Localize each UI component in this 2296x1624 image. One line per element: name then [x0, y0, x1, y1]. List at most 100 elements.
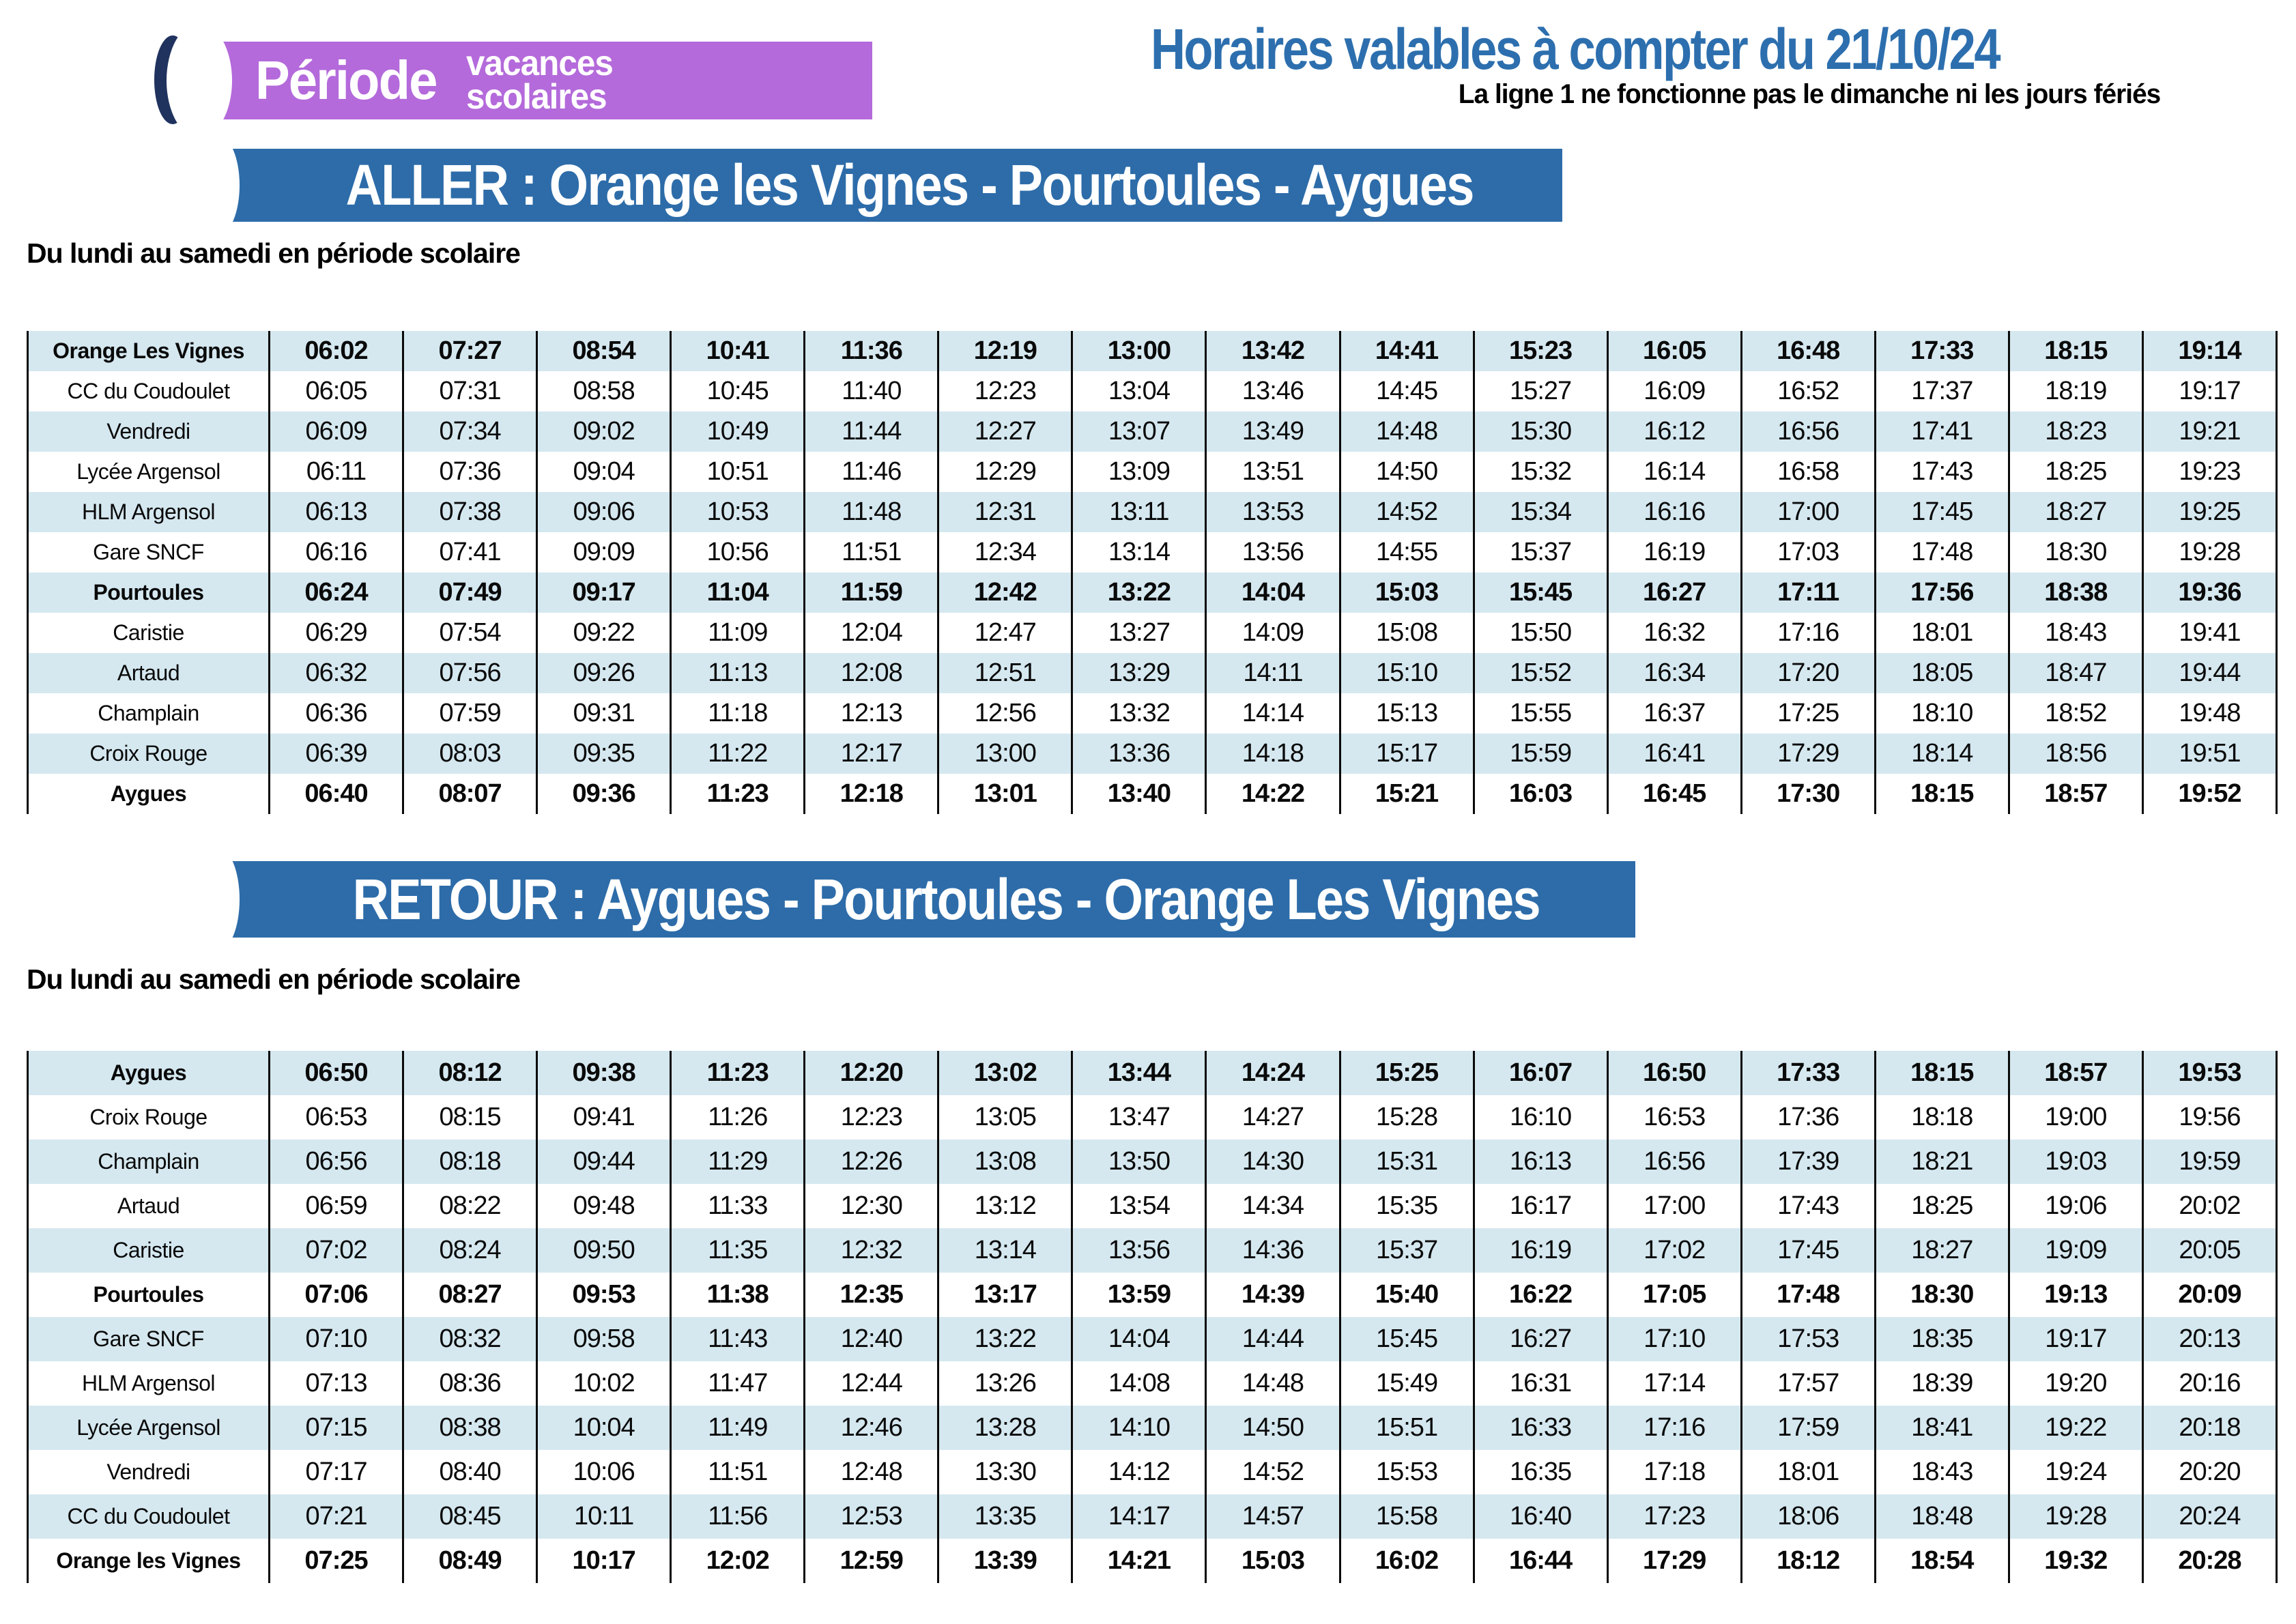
time-cell: 07:17: [268, 1450, 403, 1494]
time-cell: 13:08: [937, 1140, 1072, 1184]
time-cell: 14:45: [1338, 371, 1474, 411]
time-cell: 16:22: [1472, 1273, 1608, 1317]
time-cell: 18:38: [2007, 572, 2143, 613]
time-cell: 14:04: [1205, 572, 1340, 613]
time-cell: 11:22: [670, 734, 805, 774]
time-cell: 19:41: [2141, 613, 2278, 653]
time-cell: 14:17: [1071, 1494, 1206, 1539]
time-cell: 18:39: [1874, 1361, 2009, 1406]
time-cell: 07:15: [268, 1406, 403, 1450]
time-cell: 18:15: [2007, 331, 2143, 371]
time-cell: 18:23: [2007, 411, 2143, 452]
time-cell: 13:54: [1071, 1184, 1206, 1228]
time-cell: 09:26: [536, 653, 671, 693]
time-cell: 19:06: [2007, 1184, 2143, 1228]
time-cell: 11:49: [670, 1406, 805, 1450]
stop-name: HLM Argensol: [27, 1361, 270, 1406]
time-cell: 06:24: [268, 572, 403, 613]
time-cell: 16:35: [1472, 1450, 1608, 1494]
time-cell: 14:08: [1071, 1361, 1206, 1406]
time-cell: 19:03: [2007, 1140, 2143, 1184]
table-row: CC du Coudoulet 06:05 07:31 08:58 10:45 11:40…: [27, 371, 2278, 411]
time-cell: 12:31: [937, 492, 1072, 532]
time-cell: 17:45: [1740, 1228, 1876, 1273]
time-cell: 09:38: [536, 1051, 671, 1095]
table-row: Vendredi 06:09 07:34 09:02 10:49 11:44 12:27 13…: [27, 411, 2278, 452]
time-cell: 14:04: [1071, 1317, 1206, 1361]
time-cell: 18:43: [2007, 613, 2143, 653]
time-cell: 17:29: [1606, 1539, 1742, 1583]
time-cell: 13:49: [1205, 411, 1340, 452]
time-cell: 11:04: [670, 572, 805, 613]
time-cell: 17:45: [1874, 492, 2009, 532]
time-cell: 09:44: [536, 1140, 671, 1184]
time-cell: 16:52: [1740, 371, 1876, 411]
time-cell: 11:40: [803, 371, 938, 411]
stop-name: Aygues: [27, 774, 270, 814]
time-cell: 06:39: [268, 734, 403, 774]
retour-banner-notch-decoration: [196, 847, 240, 951]
time-cell: 15:37: [1472, 532, 1608, 572]
time-cell: 16:16: [1606, 492, 1742, 532]
time-cell: 11:47: [670, 1361, 805, 1406]
table-row: HLM Argensol 06:13 07:38 09:06 10:53 11:48 12:…: [27, 492, 2278, 532]
time-cell: 12:30: [803, 1184, 938, 1228]
stop-name: Croix Rouge: [27, 1095, 270, 1140]
time-cell: 08:15: [402, 1095, 537, 1140]
time-cell: 18:52: [2007, 693, 2143, 734]
time-cell: 19:13: [2007, 1273, 2143, 1317]
stop-name: Pourtoules: [27, 1273, 270, 1317]
time-cell: 15:23: [1472, 331, 1608, 371]
time-cell: 12:35: [803, 1273, 938, 1317]
time-cell: 14:39: [1205, 1273, 1340, 1317]
time-cell: 16:34: [1606, 653, 1742, 693]
stop-name: Artaud: [27, 1184, 270, 1228]
time-cell: 20:28: [2141, 1539, 2278, 1583]
time-cell: 16:45: [1606, 774, 1742, 814]
time-cell: 11:51: [803, 532, 938, 572]
time-cell: 16:56: [1606, 1140, 1742, 1184]
time-cell: 09:04: [536, 452, 671, 492]
time-cell: 13:11: [1071, 492, 1206, 532]
time-cell: 11:44: [803, 411, 938, 452]
time-cell: 08:36: [402, 1361, 537, 1406]
time-cell: 17:25: [1740, 693, 1876, 734]
time-cell: 08:07: [402, 774, 537, 814]
time-cell: 11:59: [803, 572, 938, 613]
time-cell: 13:42: [1205, 331, 1340, 371]
time-cell: 18:30: [2007, 532, 2143, 572]
time-cell: 15:45: [1472, 572, 1608, 613]
time-cell: 14:12: [1071, 1450, 1206, 1494]
time-cell: 09:02: [536, 411, 671, 452]
time-cell: 06:40: [268, 774, 403, 814]
time-cell: 18:41: [1874, 1406, 2009, 1450]
time-cell: 14:30: [1205, 1140, 1340, 1184]
time-cell: 15:40: [1338, 1273, 1474, 1317]
stop-name: Gare SNCF: [27, 532, 270, 572]
time-cell: 08:24: [402, 1228, 537, 1273]
time-cell: 13:59: [1071, 1273, 1206, 1317]
time-cell: 07:13: [268, 1361, 403, 1406]
time-cell: 10:41: [670, 331, 805, 371]
time-cell: 18:56: [2007, 734, 2143, 774]
time-cell: 13:22: [1071, 572, 1206, 613]
time-cell: 15:21: [1338, 774, 1474, 814]
time-cell: 19:23: [2141, 452, 2278, 492]
time-cell: 12:19: [937, 331, 1072, 371]
time-cell: 16:03: [1472, 774, 1608, 814]
time-cell: 06:09: [268, 411, 403, 452]
time-cell: 19:20: [2007, 1361, 2143, 1406]
stop-name: Orange les Vignes: [27, 1539, 270, 1583]
table-row: Aygues 06:50 08:12 09:38 11:23 12:20 13:02 13:4…: [27, 1051, 2278, 1095]
time-cell: 15:52: [1472, 653, 1608, 693]
table-row: Aygues 06:40 08:07 09:36 11:23 12:18 13:01 13:4…: [27, 774, 2278, 814]
time-cell: 12:20: [803, 1051, 938, 1095]
time-cell: 08:27: [402, 1273, 537, 1317]
time-cell: 16:32: [1606, 613, 1742, 653]
time-cell: 07:41: [402, 532, 537, 572]
time-cell: 07:56: [402, 653, 537, 693]
time-cell: 15:59: [1472, 734, 1608, 774]
time-cell: 07:25: [268, 1539, 403, 1583]
time-cell: 17:59: [1740, 1406, 1876, 1450]
time-cell: 09:36: [536, 774, 671, 814]
